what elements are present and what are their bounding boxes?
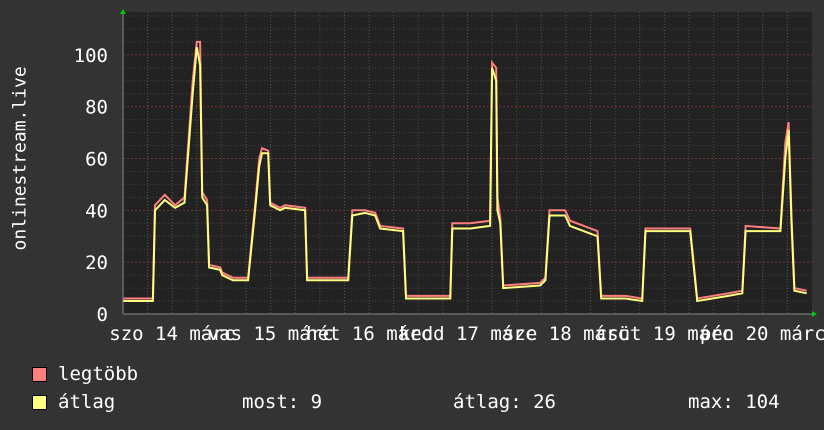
legend-swatch-avg [32, 395, 47, 410]
series-line-avg [123, 46, 807, 303]
y-tick-label: 20 [85, 252, 108, 274]
x-tick-label: sze 18 márc [503, 323, 629, 345]
y-tick-label: 0 [97, 304, 108, 326]
x-tick-label: kedd 17 márc [399, 323, 536, 345]
y-axis-label: onlinestream.live [9, 66, 31, 251]
y-tick-label: 60 [85, 149, 108, 171]
legend-swatch-max [32, 367, 47, 382]
legend-label-avg: átlag [58, 391, 116, 413]
y-tick-label: 80 [85, 97, 108, 119]
x-tick-label: hét 16 márc [306, 323, 432, 345]
x-tick-label: szo 14 márc [109, 323, 235, 345]
legend-label-max: legtöbb [58, 363, 139, 385]
x-axis-arrow-icon [812, 311, 817, 317]
stat-current: most: 9 [242, 391, 323, 413]
y-tick-label: 100 [74, 45, 108, 67]
y-axis-arrow-icon [120, 9, 126, 14]
stat-average: átlag: 26 [453, 391, 556, 413]
y-tick-label: 40 [85, 200, 108, 222]
x-tick-label: pén 20 márc [700, 323, 824, 345]
stat-maximum: max: 104 [688, 391, 780, 413]
x-tick-label: vas 15 márc [208, 323, 334, 345]
x-tick-label: csüt 19 márc [596, 323, 733, 345]
